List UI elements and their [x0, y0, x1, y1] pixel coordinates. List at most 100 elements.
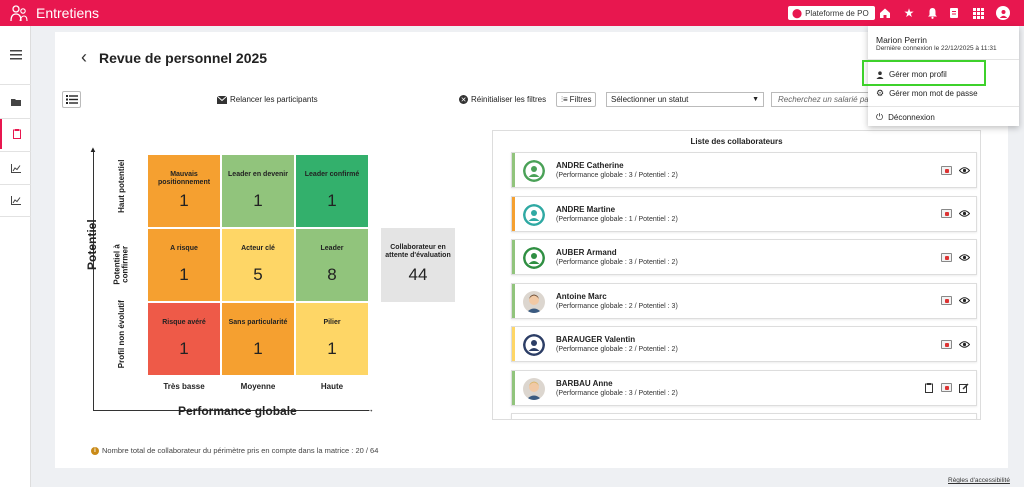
matrix-cell[interactable]: Leader en devenir 1 [221, 154, 295, 228]
page-title: ‹ Revue de personnel 2025 [81, 47, 267, 68]
card-actions [941, 209, 970, 219]
app-logo-icon[interactable] [8, 2, 30, 24]
y-axis-label: Potentiel [85, 219, 99, 270]
filters-label: Filtres [569, 95, 592, 104]
menu-item-label: Déconnexion [888, 113, 935, 122]
card-actions [941, 296, 970, 306]
collaborator-name: BARAUGER Valentin [556, 335, 636, 344]
matrix-cell[interactable]: A risque 1 [147, 228, 221, 302]
eye-icon[interactable] [958, 165, 970, 175]
rail-divider [0, 216, 31, 217]
file-icon[interactable] [941, 339, 952, 349]
gear-icon: ⚙ [876, 88, 885, 98]
menu-item-profile[interactable]: Gérer mon profil [876, 70, 947, 79]
rail-divider [0, 151, 31, 152]
back-chevron-icon[interactable]: ‹ [81, 47, 87, 67]
eye-icon[interactable] [958, 252, 970, 262]
filters-button[interactable]: ⫶≡ Filtres [556, 92, 597, 107]
folder-icon[interactable] [0, 87, 31, 117]
matrix-cell[interactable]: Risque avéré 1 [147, 302, 221, 376]
collaborator-name: BARBAU Anne [556, 378, 613, 388]
bell-icon[interactable] [924, 5, 940, 21]
matrix-cell[interactable]: Leader 8 [295, 228, 369, 302]
y-axis-line [93, 150, 94, 410]
matrix-cell[interactable]: Mauvais positionnement 1 [147, 154, 221, 228]
row-label: Profil non évolutif [116, 300, 126, 369]
star-icon[interactable]: ★ [903, 6, 915, 20]
eye-icon[interactable] [958, 339, 970, 349]
edit-icon[interactable] [958, 383, 970, 393]
focus-highlight [862, 60, 986, 86]
status-bar [512, 283, 515, 318]
matrix-cell-title: Mauvais positionnement [157, 171, 211, 187]
avatar [523, 247, 545, 269]
chart-icon[interactable] [0, 153, 31, 183]
reset-filters-button[interactable]: ✕ Réinitialiser les filtres [459, 95, 546, 104]
chevron-down-icon: ▼ [752, 96, 759, 103]
close-circle-icon: ✕ [459, 95, 468, 104]
list-view-toggle[interactable] [62, 91, 81, 108]
matrix-cell[interactable]: Pilier 1 [295, 302, 369, 376]
file-icon[interactable] [941, 296, 952, 305]
card-actions [941, 339, 970, 349]
matrix-cell-count: 1 [179, 191, 189, 210]
collaborator-card[interactable]: BARAUGER Valentin (Performance globale : … [511, 326, 977, 362]
matrix-cell-count: 1 [327, 339, 337, 358]
clipboard-icon[interactable] [923, 382, 935, 393]
menu-item-password[interactable]: ⚙ Gérer mon mot de passe [876, 88, 978, 99]
matrix-cell[interactable]: Leader confirmé 1 [295, 154, 369, 228]
search-input[interactable]: Recherchez un salarié par nom [771, 92, 871, 107]
eye-icon[interactable] [958, 209, 970, 219]
clipboard-icon[interactable] [0, 119, 31, 149]
matrix-cell-count: 1 [253, 191, 263, 210]
menu-icon[interactable] [0, 40, 31, 70]
platform-label: Plateforme de PO [805, 8, 869, 18]
arrow-up-icon: ▲ [89, 145, 97, 154]
row-label: Haut potentiel [116, 159, 126, 213]
user-icon[interactable] [995, 5, 1011, 21]
matrix-cell[interactable]: Acteur clé 5 [221, 228, 295, 302]
list-icon [65, 95, 78, 104]
agenda-icon[interactable] [946, 5, 962, 21]
file-icon[interactable] [941, 383, 952, 392]
collaborator-card[interactable] [511, 413, 977, 419]
grid-icon[interactable] [970, 5, 986, 21]
x-axis-line [93, 410, 369, 411]
eye-icon[interactable] [958, 296, 970, 306]
accessibility-link[interactable]: Règles d'accessibilité [948, 477, 1010, 484]
home-icon[interactable] [877, 5, 893, 21]
rail-divider [0, 184, 31, 185]
relaunch-participants-button[interactable]: Relancer les participants [217, 95, 318, 104]
matrix-cell[interactable]: Sans particularité 1 [221, 302, 295, 376]
status-select[interactable]: Sélectionner un statut ▼ [606, 92, 764, 107]
status-bar [512, 196, 515, 231]
pending-evaluation-box[interactable]: Collaborateur en attente d'évaluation 44 [381, 228, 455, 302]
matrix-cell-title: Leader en devenir [228, 171, 288, 178]
left-rail [0, 26, 31, 487]
x-axis-label: Performance globale [178, 404, 297, 418]
file-icon[interactable] [941, 252, 952, 262]
matrix-cell-title: Pilier [323, 319, 341, 326]
collaborator-performance: (Performance globale : 3 / Potentiel : 2… [556, 389, 678, 397]
matrix-cell-count: 1 [327, 191, 337, 210]
collaborator-name: Antoine Marc [556, 291, 607, 301]
matrix-cell-count: 1 [179, 339, 189, 358]
row-label: Potentiel à confirmer [112, 244, 130, 285]
collaborator-card[interactable]: Antoine Marc (Performance globale : 2 / P… [511, 282, 977, 319]
col-label: Très basse [163, 382, 205, 391]
file-icon[interactable] [941, 209, 952, 218]
collaborator-card[interactable]: ANDRE Martine (Performance globale : 1 / … [511, 195, 977, 232]
chart-icon[interactable] [0, 185, 31, 215]
pending-count: 44 [408, 264, 428, 284]
card-actions [923, 382, 970, 393]
collaborator-card[interactable]: BARBAU Anne (Performance globale : 3 / Po… [511, 369, 977, 406]
relaunch-label: Relancer les participants [230, 95, 318, 104]
status-select-value: Sélectionner un statut [611, 95, 689, 104]
rail-divider [0, 118, 31, 119]
file-icon[interactable] [941, 165, 952, 175]
collaborator-card[interactable]: AUBER Armand (Performance globale : 3 / P… [511, 239, 977, 275]
avatar [523, 160, 545, 182]
platform-button[interactable]: ⬤ Plateforme de PO [788, 6, 875, 20]
menu-item-logout[interactable]: ⏻ Déconnexion [876, 112, 935, 123]
collaborator-card[interactable]: ANDRE Catherine (Performance globale : 3 … [511, 152, 977, 188]
